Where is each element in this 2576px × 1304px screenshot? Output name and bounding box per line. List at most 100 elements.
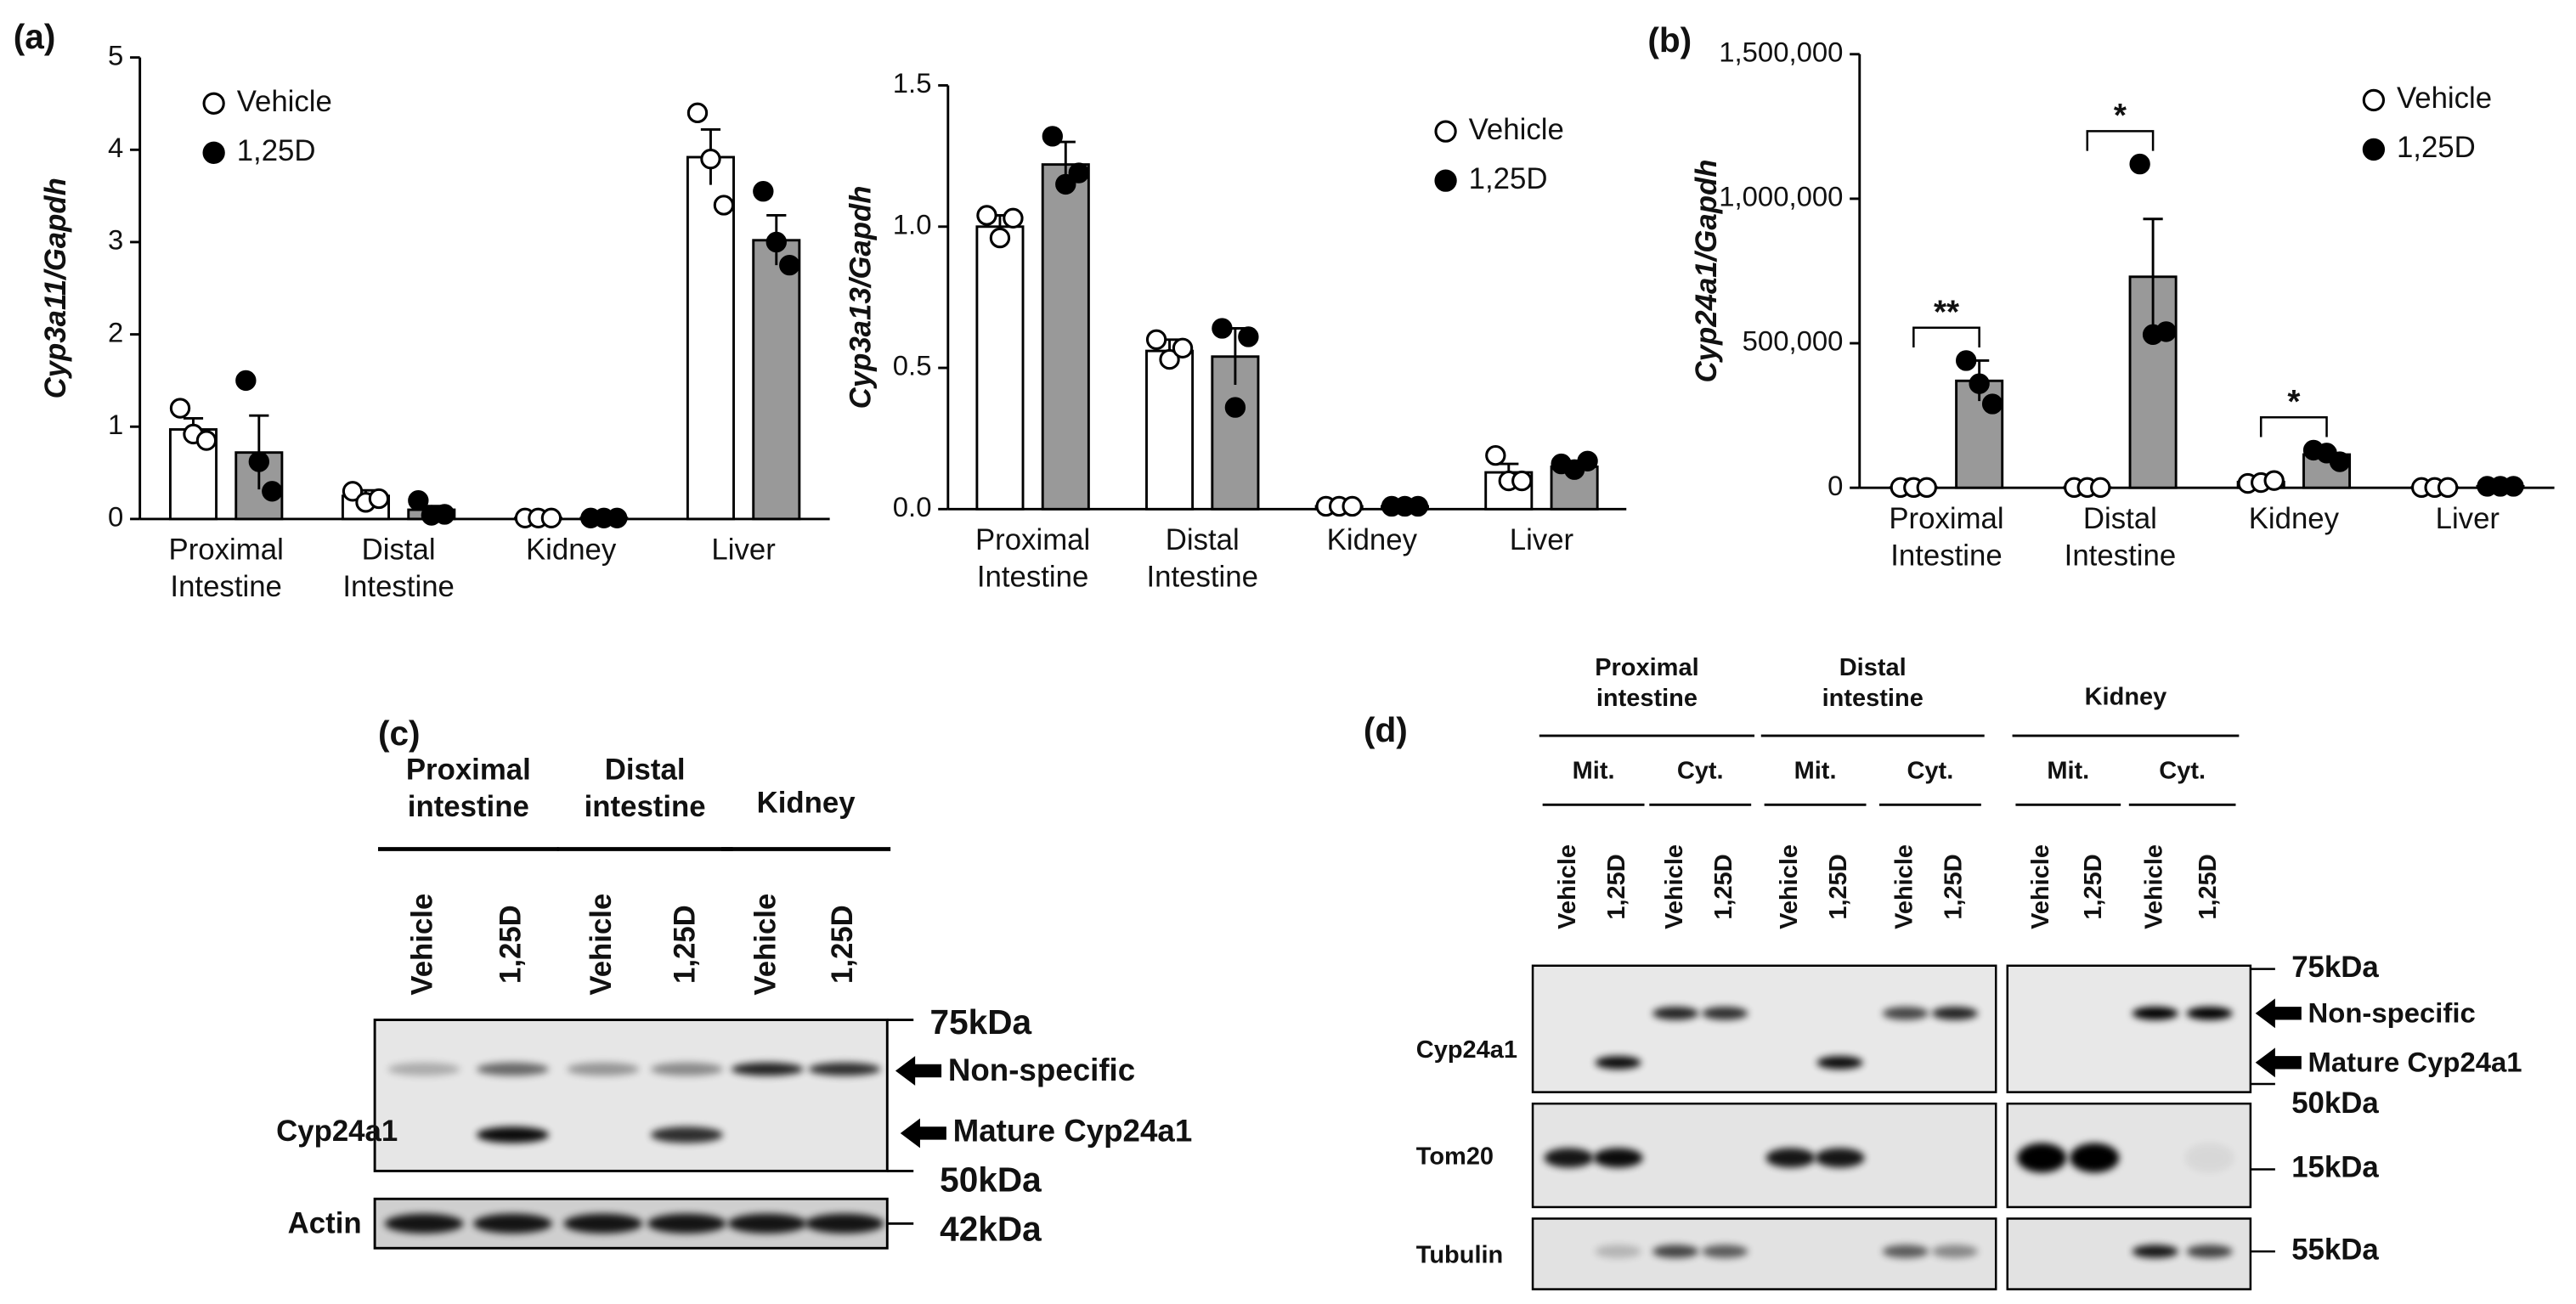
arrow-label: Non-specific (2308, 996, 2476, 1028)
panel-label: (d) (1364, 710, 1408, 749)
legend-label: Vehicle (2397, 82, 2492, 115)
y-axis-label: Cyp24a1/Gapdh (1691, 160, 1723, 383)
size-marker: 75kDa (2291, 951, 2379, 984)
x-tick-label: Liver (2436, 503, 2500, 535)
lane-label: Vehicle (1776, 844, 1803, 929)
data-point (713, 195, 735, 216)
x-tick-label: Kidney (1327, 524, 1418, 556)
blot-band (1595, 1056, 1641, 1070)
blot-panel (1531, 964, 1997, 1093)
blot-band (563, 1213, 643, 1233)
blot-band (647, 1213, 726, 1233)
arrow (2255, 1047, 2302, 1078)
size-marker: 50kDa (940, 1160, 1042, 1200)
data-point (1055, 173, 1076, 195)
blot-band (2070, 1143, 2120, 1173)
data-point (1342, 495, 1363, 517)
legend-label: 1,25D (237, 135, 316, 167)
blot-band (1652, 1245, 1699, 1258)
lane-group-label: Kidney (2085, 683, 2167, 710)
lane-label: Vehicle (1891, 844, 1918, 929)
data-point (1969, 373, 1990, 394)
blot-band (1931, 1007, 1978, 1020)
arrow-label: Mature Cyp24a1 (953, 1114, 1193, 1149)
panel-label: (b) (1647, 20, 1692, 59)
size-marker: 15kDa (2291, 1152, 2379, 1184)
bar (2128, 275, 2178, 489)
data-point (2329, 451, 2351, 472)
y-tick-label: 0.5 (893, 350, 932, 381)
lane-label: 1,25D (495, 905, 528, 984)
blot-band (727, 1213, 807, 1233)
lane-label: Vehicle (585, 894, 618, 996)
data-point (342, 481, 364, 502)
blot-band (387, 1062, 460, 1076)
row-label: Actin (288, 1207, 362, 1239)
blot-band (2132, 1007, 2178, 1020)
y-tick-label: 500,000 (1743, 325, 1844, 357)
blot-band (1702, 1245, 1748, 1258)
y-tick-label: 1,000,000 (1719, 181, 1843, 212)
blot-band (1882, 1007, 1929, 1020)
lane-group-label: Proximal intestine (406, 754, 531, 823)
blot-band (1544, 1148, 1594, 1168)
data-point (2090, 477, 2111, 499)
data-point (1511, 470, 1533, 492)
data-point (169, 398, 191, 419)
lane-label: Vehicle (2027, 844, 2054, 929)
blot-band (2184, 1143, 2234, 1173)
data-point (2263, 470, 2285, 491)
data-point (765, 231, 787, 253)
panel-label: (a) (14, 17, 56, 56)
lane-label: Vehicle (406, 894, 438, 996)
data-point (976, 205, 997, 226)
x-tick-label: Distal Intestine (2065, 503, 2176, 572)
data-point (1956, 350, 1977, 371)
significance-label: ** (1934, 295, 1959, 331)
x-tick-label: Proximal Intestine (169, 534, 284, 603)
y-tick-label: 1,500,000 (1719, 36, 1843, 67)
significance-label: * (2287, 384, 2300, 421)
lane-label: Vehicle (749, 894, 782, 996)
significance-bracket (2259, 416, 2328, 437)
x-tick-label: Liver (1510, 524, 1573, 556)
data-point (1172, 337, 1194, 358)
row-label: Tom20 (1416, 1143, 1494, 1171)
fraction-label: Cyt. (1907, 757, 1954, 784)
lane-group-label: Distal intestine (1822, 653, 1924, 711)
bar (686, 155, 735, 521)
lane-label: 1,25D (1825, 854, 1852, 919)
legend-label: Vehicle (1469, 114, 1564, 146)
legend-marker (202, 92, 225, 115)
fraction-label: Mit. (1573, 757, 1615, 784)
blot-band (384, 1213, 464, 1233)
arrow (2255, 998, 2302, 1029)
blot-band (2132, 1245, 2178, 1258)
size-marker: 55kDa (2291, 1233, 2379, 1266)
data-point (408, 489, 429, 511)
blot-band (2186, 1245, 2233, 1258)
blot-band (650, 1126, 723, 1143)
data-point (1916, 477, 1937, 499)
row-label: Cyp24a1 (1416, 1036, 1517, 1064)
y-axis-label: Cyp3a13/Gapdh (845, 185, 877, 409)
fraction-label: Cyt. (1677, 757, 1724, 784)
size-marker: 42kDa (940, 1210, 1042, 1249)
lane-group-label: Kidney (757, 787, 856, 819)
fraction-label: Mit. (1794, 757, 1837, 784)
data-point (753, 181, 774, 202)
data-point (1145, 329, 1167, 350)
y-tick-label: 4 (108, 132, 123, 163)
significance-bracket (1912, 326, 1980, 347)
bar (752, 239, 801, 521)
significance-bracket (2086, 130, 2155, 151)
blot-band (476, 1126, 550, 1143)
y-axis-label: Cyp3a11/Gapdh (40, 178, 72, 398)
x-tick-label: Kidney (526, 534, 617, 567)
y-tick-label: 1.0 (893, 208, 932, 240)
arrow-label: Mature Cyp24a1 (2308, 1046, 2522, 1077)
y-tick-label: 5 (108, 39, 123, 71)
data-point (540, 507, 562, 528)
legend-marker (2362, 88, 2386, 112)
